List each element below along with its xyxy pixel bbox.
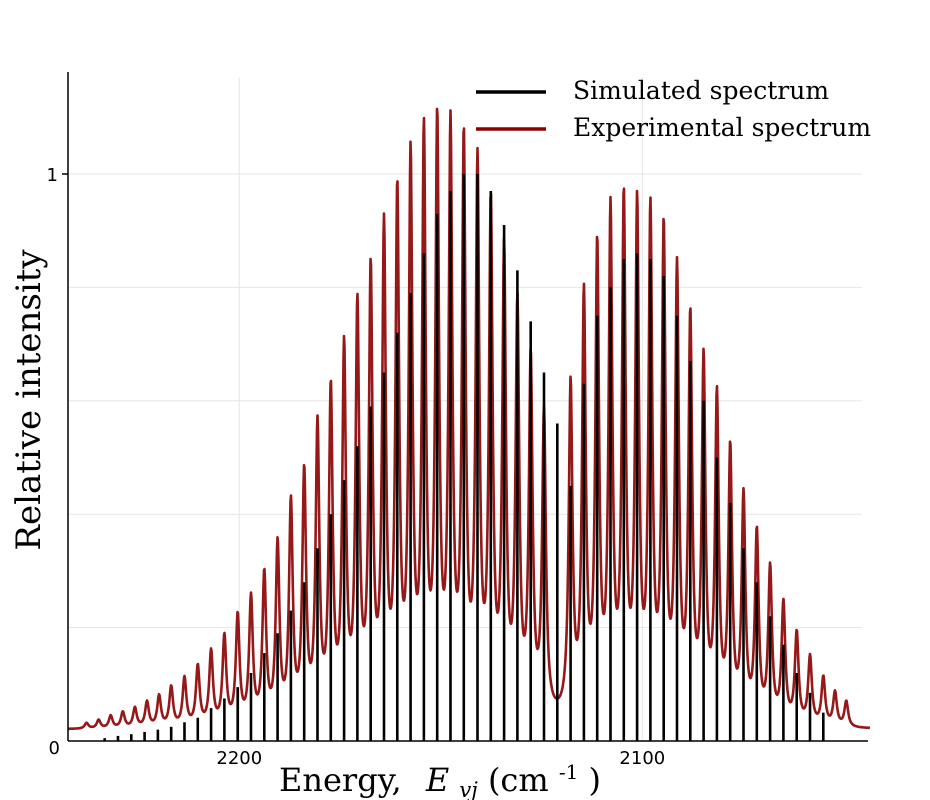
legend-label-simulated: Simulated spectrum xyxy=(573,76,829,105)
experimental-series xyxy=(67,107,871,731)
legend: Simulated spectrum Experimental spectrum xyxy=(476,76,871,142)
x-tick-label-0: 2200 xyxy=(216,748,262,769)
y-tick-label-1: 1 xyxy=(47,165,58,186)
legend-label-experimental: Experimental spectrum xyxy=(573,113,871,142)
x-axis-label-unit-close: ) xyxy=(589,761,601,799)
y-tick-label-0: 0 xyxy=(49,738,60,759)
x-axis-label-main: Energy, xyxy=(279,761,402,799)
y-axis-label: Relative intensity xyxy=(9,249,49,551)
axes xyxy=(67,72,868,742)
tick-labels: 0 1 2200 2100 xyxy=(47,165,666,769)
x-axis-label-unit: (cm xyxy=(488,761,549,799)
x-axis-label-var: E xyxy=(425,761,449,799)
simulated-series xyxy=(103,174,825,741)
x-axis-label-sub: vj xyxy=(459,778,478,800)
x-axis-label-unit-exp: -1 xyxy=(559,760,578,784)
x-axis-label: Energy, E vj (cm -1 ) xyxy=(279,749,601,800)
x-tick-label-1: 2100 xyxy=(619,748,665,769)
experimental-spectrum-line xyxy=(67,107,871,731)
